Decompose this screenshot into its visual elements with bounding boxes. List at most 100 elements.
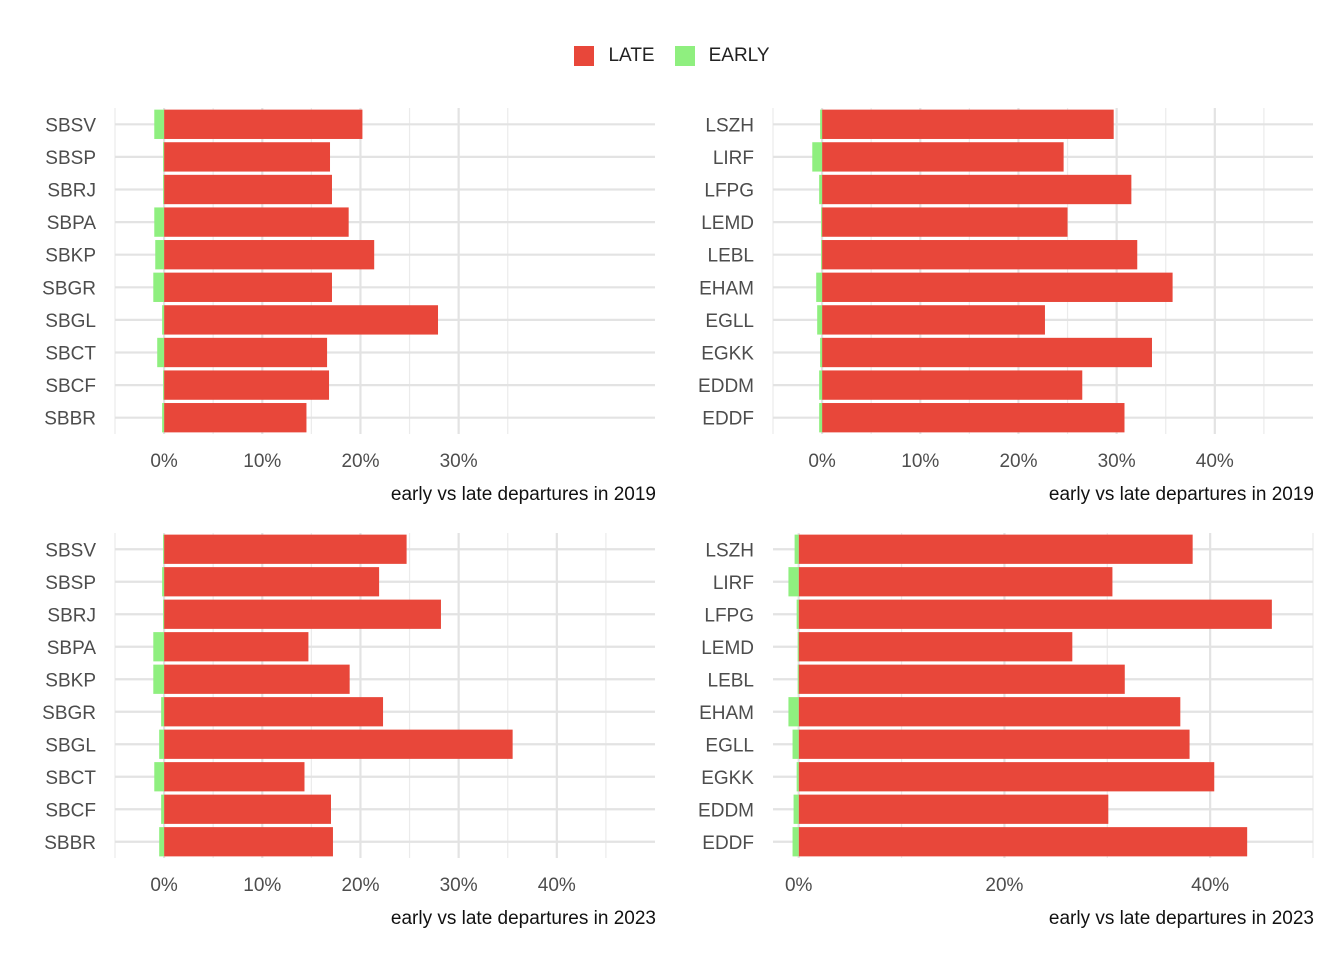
- bar-late-eddm: [822, 370, 1083, 400]
- y-tick-label: SBGL: [45, 735, 96, 756]
- x-tick-label: 20%: [341, 451, 379, 472]
- bar-early-lemd: [821, 207, 823, 237]
- y-tick-label: SBGR: [42, 278, 96, 299]
- y-tick-label: LEBL: [708, 246, 754, 267]
- y-tick-label: SBCF: [45, 376, 96, 397]
- bar-early-eddm: [793, 794, 799, 824]
- y-tick-label: LFPG: [704, 605, 754, 626]
- x-axis-title: early vs late departures in 2023: [1049, 908, 1314, 929]
- y-tick-label: SBRJ: [47, 181, 96, 202]
- bar-late-sbct: [164, 337, 328, 368]
- bar-late-sbgr: [164, 272, 332, 302]
- bar-late-sbsp: [164, 567, 380, 597]
- y-tick-label: SBCT: [45, 344, 96, 365]
- bar-late-lfpg: [798, 599, 1272, 629]
- y-tick-label: SBSP: [45, 148, 96, 169]
- y-tick-label: SBGL: [45, 311, 96, 332]
- bar-early-egll: [792, 729, 799, 759]
- bar-late-egll: [822, 305, 1045, 335]
- bar-early-lemd: [797, 632, 799, 662]
- x-tick-label: 40%: [1196, 451, 1234, 472]
- bar-early-sbsv: [154, 109, 165, 139]
- bar-late-sbrj: [164, 599, 441, 629]
- bar-late-sbbr: [164, 827, 333, 857]
- bar-early-eddm: [819, 370, 823, 400]
- bar-late-lemd: [822, 207, 1068, 237]
- bar-early-sbgr: [161, 697, 165, 727]
- bar-early-lebl: [821, 240, 823, 270]
- y-tick-label: LEMD: [701, 638, 754, 659]
- y-tick-label: SBBR: [44, 409, 96, 430]
- bar-late-sbpa: [164, 207, 349, 237]
- y-tick-label: EDDM: [698, 376, 754, 397]
- chart-panel-1: SBSV SBSP SBRJ SBPA SBKP SBGR SBGL SBCT SBCF SBBR…: [42, 108, 656, 505]
- x-tick-label: 20%: [985, 875, 1023, 896]
- x-tick-label: 20%: [341, 875, 379, 896]
- y-tick-label: SBGR: [42, 703, 96, 724]
- bar-early-sbct: [154, 762, 165, 792]
- bar-late-sbgl: [164, 729, 513, 759]
- y-tick-label: LEMD: [701, 213, 754, 234]
- bar-early-sbpa: [153, 632, 165, 662]
- bar-early-sbpa: [154, 207, 165, 237]
- bar-early-sbrj: [163, 174, 165, 205]
- bar-early-sbbr: [162, 403, 165, 433]
- y-tick-label: LSZH: [705, 540, 754, 561]
- y-tick-label: LSZH: [705, 115, 754, 136]
- y-tick-label: SBRJ: [47, 605, 96, 626]
- bar-early-egkk: [796, 762, 799, 792]
- bar-late-egkk: [798, 762, 1215, 792]
- bar-early-lfpg: [819, 174, 823, 205]
- bar-early-sbsp: [163, 142, 165, 172]
- y-tick-label: SBSP: [45, 573, 96, 594]
- x-tick-label: 0%: [150, 451, 178, 472]
- bar-early-sbgr: [153, 272, 165, 302]
- bar-early-sbct: [157, 337, 165, 368]
- bar-early-lszh: [820, 109, 823, 139]
- bar-early-eddf: [792, 827, 799, 857]
- legend-key-late: [574, 46, 595, 66]
- bar-late-sbkp: [164, 240, 375, 270]
- bar-late-lirf: [822, 142, 1064, 172]
- x-tick-label: 30%: [1098, 451, 1136, 472]
- x-tick-label: 20%: [999, 451, 1037, 472]
- bar-late-sbgr: [164, 697, 384, 727]
- bar-late-eddm: [798, 794, 1109, 824]
- y-tick-label: SBCT: [45, 768, 96, 789]
- y-tick-label: SBBR: [44, 833, 96, 854]
- bar-late-sbbr: [164, 403, 307, 433]
- bar-early-lszh: [794, 534, 799, 564]
- legend-item-early: EARLY: [674, 45, 770, 67]
- x-tick-label: 40%: [538, 875, 576, 896]
- bar-late-lszh: [822, 109, 1114, 139]
- legend-key-early: [674, 46, 695, 66]
- bar-late-sbpa: [164, 632, 309, 662]
- y-tick-label: LEBL: [708, 670, 754, 691]
- y-tick-label: SBPA: [47, 638, 97, 659]
- bar-early-eddf: [819, 403, 823, 433]
- y-tick-label: EGLL: [705, 735, 754, 756]
- bar-early-sbbr: [159, 827, 165, 857]
- bar-early-sbkp: [153, 664, 165, 694]
- y-tick-label: EGLL: [705, 311, 754, 332]
- bar-early-sbrj: [163, 599, 165, 629]
- bar-late-lszh: [798, 534, 1193, 564]
- x-tick-label: 10%: [901, 451, 939, 472]
- bar-late-eham: [798, 697, 1181, 727]
- bar-late-eddf: [798, 827, 1248, 857]
- y-tick-label: SBCF: [45, 800, 96, 821]
- x-tick-label: 10%: [243, 451, 281, 472]
- bar-late-lebl: [822, 240, 1138, 270]
- y-tick-label: LFPG: [704, 181, 754, 202]
- x-tick-label: 0%: [150, 875, 178, 896]
- legend-label-early: EARLY: [708, 45, 770, 66]
- legend-item-late: LATE: [574, 45, 655, 67]
- y-tick-label: EDDF: [702, 833, 754, 854]
- bar-late-lebl: [798, 664, 1125, 694]
- x-axis-title: early vs late departures in 2019: [391, 484, 656, 505]
- bar-early-sbgl: [159, 729, 165, 759]
- bar-early-lebl: [797, 664, 799, 694]
- bar-late-sbcf: [164, 370, 330, 400]
- chart-panel-2: LSZH LIRF LFPG LEMD LEBL EHAM EGLL EGKK EDDM EDDF…: [698, 108, 1314, 505]
- y-tick-label: SBKP: [45, 246, 96, 267]
